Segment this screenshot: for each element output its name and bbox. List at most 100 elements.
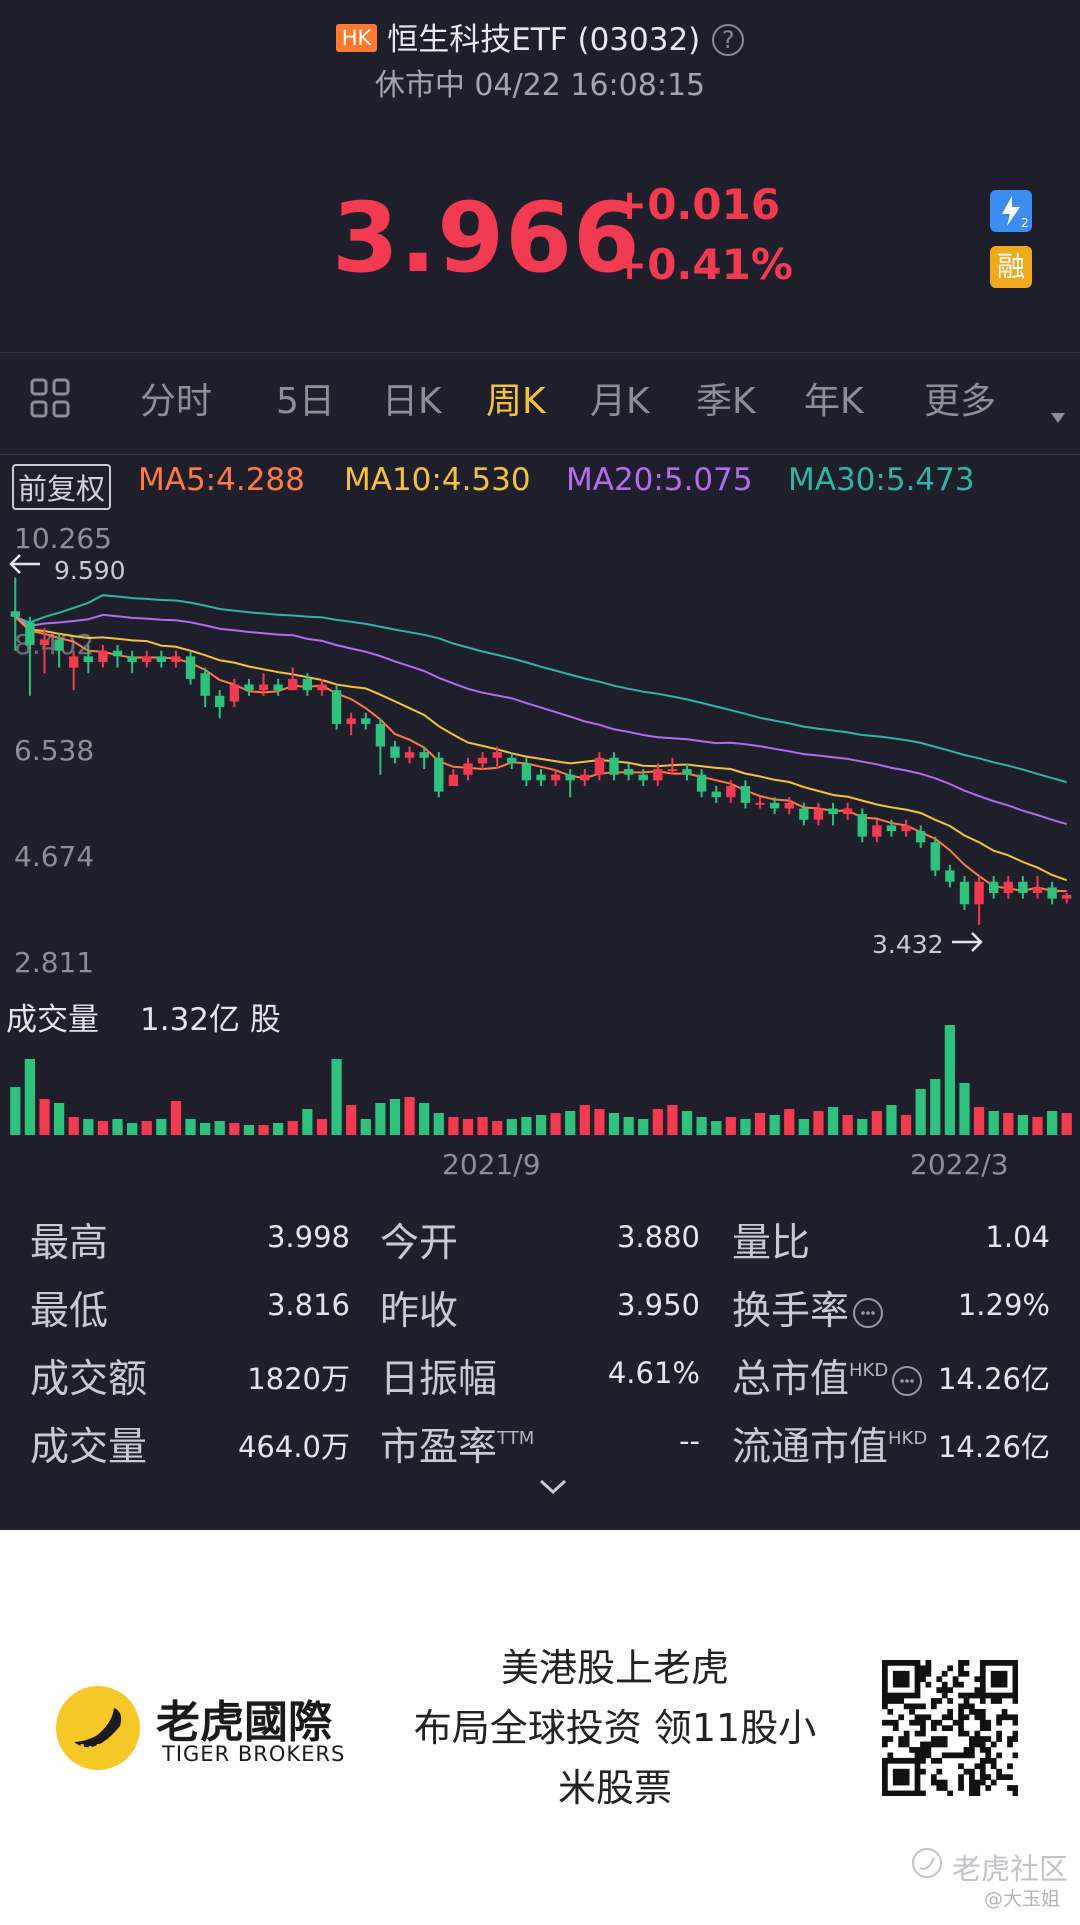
candle <box>463 757 473 781</box>
candle <box>1018 876 1028 899</box>
low-label: 3.432 <box>872 930 944 959</box>
stat-label: 流通市值HKD <box>732 1425 928 1470</box>
caret-down-icon[interactable] <box>1050 392 1066 433</box>
volume-bar <box>565 1111 576 1135</box>
period-tabs: 分时 5日 日K 周K 月K 季K 年K 更多 <box>0 372 1080 432</box>
candle <box>536 769 546 786</box>
candle <box>623 763 634 781</box>
volume-bar <box>1003 1113 1014 1135</box>
ma10-line <box>14 616 1068 882</box>
candle <box>244 678 254 696</box>
candle <box>872 819 882 843</box>
volume-bar <box>24 1059 36 1135</box>
chevron-down-icon[interactable] <box>538 1478 568 1500</box>
volume-bar <box>477 1117 488 1135</box>
volume-bar <box>492 1121 503 1135</box>
volume-bar <box>784 1109 795 1135</box>
stat-label: 量比 <box>732 1221 811 1266</box>
volume-bar <box>346 1105 357 1135</box>
level2-icon[interactable]: 2 <box>990 190 1032 232</box>
volume-bar <box>579 1105 590 1135</box>
stat-label: 最高 <box>30 1221 109 1266</box>
volume-bar <box>448 1117 459 1135</box>
tab-quarterly[interactable]: 季K <box>696 381 756 422</box>
candle <box>39 628 50 674</box>
volume-chart[interactable] <box>0 1020 1080 1140</box>
volume-bar <box>83 1119 94 1135</box>
candle <box>886 819 897 837</box>
volume-bar <box>1046 1111 1058 1135</box>
y-tick-label: 4.674 <box>14 840 95 873</box>
candle <box>799 802 809 826</box>
volume-bar <box>229 1123 240 1135</box>
stat-label: 市盈率TTM <box>380 1425 535 1470</box>
watermark-user: @大玉姐 <box>984 1888 1061 1910</box>
info-dots-icon[interactable] <box>853 1298 884 1328</box>
candle <box>740 780 751 809</box>
volume-bar <box>886 1105 897 1135</box>
left-arrow-icon <box>8 552 42 580</box>
stat-label: 总市值HKD <box>732 1348 923 1404</box>
info-dots-icon[interactable] <box>892 1366 923 1396</box>
volume-bar <box>988 1111 999 1135</box>
stock-title: 恒生科技ETF (03032) <box>387 22 701 58</box>
volume-bar <box>1032 1117 1043 1135</box>
adjust-button[interactable]: 前复权 <box>12 464 112 510</box>
volume-bar <box>769 1115 780 1135</box>
volume-bar <box>360 1119 371 1135</box>
tab-more[interactable]: 更多 <box>924 381 997 422</box>
candle <box>200 667 210 708</box>
candle <box>112 645 123 668</box>
stat-label: 今开 <box>380 1221 459 1266</box>
candle <box>331 684 342 730</box>
candle <box>317 678 327 696</box>
volume-bar <box>711 1121 722 1135</box>
volume-bar <box>462 1119 474 1135</box>
candle <box>302 673 313 696</box>
candle <box>784 797 794 815</box>
volume-bar <box>10 1087 21 1135</box>
margin-badge[interactable]: 融 <box>990 246 1032 288</box>
help-icon[interactable]: ? <box>712 24 745 56</box>
candle <box>54 633 64 668</box>
y-tick-label: 2.811 <box>14 946 95 979</box>
tab-intraday[interactable]: 分时 <box>140 381 213 422</box>
candle <box>434 752 444 798</box>
brand-en: TIGER BROKERS <box>162 1742 346 1766</box>
candle <box>609 752 619 781</box>
candle <box>667 757 678 775</box>
tab-daily[interactable]: 日K <box>382 381 442 422</box>
candle <box>69 650 79 691</box>
candle <box>390 740 400 764</box>
candle <box>711 785 721 803</box>
tiger-logo-icon <box>54 1684 142 1776</box>
volume-bar <box>915 1089 926 1135</box>
tab-monthly[interactable]: 月K <box>590 381 650 422</box>
y-tick-label: 10.265 <box>14 522 112 555</box>
volume-bar <box>375 1103 386 1135</box>
candle <box>448 769 459 786</box>
tab-yearly[interactable]: 年K <box>804 381 864 422</box>
tab-5day[interactable]: 5日 <box>276 381 335 422</box>
tab-weekly[interactable]: 周K <box>486 381 546 422</box>
candle <box>1047 881 1057 905</box>
candlestick-chart[interactable] <box>0 530 1080 980</box>
volume-bar <box>273 1123 284 1135</box>
grid-icon[interactable] <box>28 376 72 429</box>
app-background <box>0 0 1080 1530</box>
volume-bar <box>302 1109 313 1135</box>
stat-label: 换手率 <box>732 1280 884 1336</box>
stat-value: 1.29% <box>957 1288 1050 1322</box>
stat-label: 最低 <box>30 1289 109 1334</box>
volume-bar <box>681 1111 693 1135</box>
x-tick-label: 2022/3 <box>910 1148 1009 1181</box>
header-title-row: HK 恒生科技ETF (03032)? <box>0 14 1080 59</box>
x-tick-label: 2021/9 <box>442 1148 541 1181</box>
stat-label: 日振幅 <box>380 1357 498 1402</box>
high-label: 9.590 <box>54 556 126 585</box>
candle <box>492 746 502 770</box>
candle <box>185 650 196 685</box>
volume-bar <box>857 1119 868 1135</box>
watermark-text: 老虎社区 <box>952 1852 1069 1886</box>
candle <box>1032 876 1043 899</box>
